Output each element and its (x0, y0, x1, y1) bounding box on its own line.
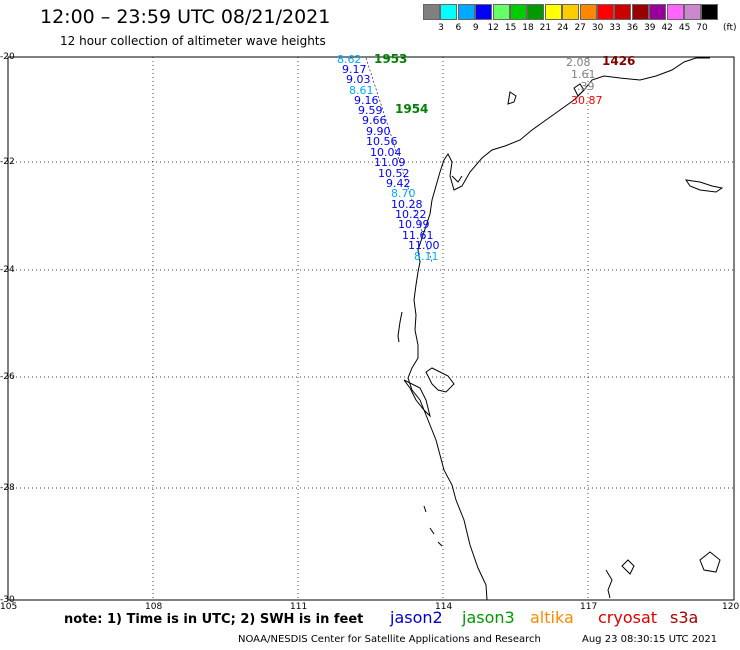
color-scale-label: 9 (472, 23, 479, 33)
wave-height-value: 9.17 (342, 63, 367, 76)
wave-height-value: 10.52 (378, 167, 410, 180)
color-scale-swatch (475, 4, 493, 20)
longitude-label: 117 (580, 602, 598, 612)
wave-height-value: 30.87 (571, 94, 603, 107)
wave-height-value: 9.42 (386, 177, 411, 190)
longitude-label: 108 (145, 602, 163, 612)
color-scale-swatch (579, 4, 597, 20)
wave-height-value: 9.03 (346, 73, 371, 86)
color-scale-label: 45 (678, 23, 691, 33)
wave-height-value: 9.59 (358, 104, 383, 117)
color-scale-swatch (684, 4, 701, 20)
color-scale-swatch (614, 4, 632, 20)
color-scale-swatch (423, 4, 440, 20)
color-scale-label: 18 (522, 23, 534, 33)
longitude-label: 105 (0, 602, 18, 612)
wave-height-value: 10.28 (391, 198, 423, 211)
satellite-legend-cryosat: cryosat (598, 608, 658, 627)
lat-lon-grid (8, 57, 734, 600)
latitude-label: -26 (0, 372, 15, 382)
wave-height-value: 10.22 (395, 208, 427, 221)
color-scale-swatch (562, 4, 580, 20)
wave-height-value: 11.61 (402, 229, 434, 242)
color-scale-label: 36 (626, 23, 639, 33)
pass-time-label: 1954 (395, 102, 429, 116)
color-scale-swatch (492, 4, 510, 20)
satellite-legend-altika: altika (530, 608, 574, 627)
wave-height-value: .39 (577, 80, 595, 93)
wave-height-value: 8.62 (337, 53, 362, 66)
pass-time-label: 1953 (374, 52, 408, 66)
satellite-legend-jason3: jason3 (462, 608, 515, 627)
latitude-label: -28 (0, 483, 15, 493)
wave-height-value: 10.04 (370, 146, 402, 159)
footer-credit: NOAA/NESDIS Center for Satellite Applica… (238, 634, 541, 645)
color-scale-swatch (457, 4, 475, 20)
color-scale-label: 30 (591, 23, 604, 33)
color-scale-swatch (649, 4, 667, 20)
wave-height-value: 8.61 (349, 84, 374, 97)
pass-time-label: 1426 (602, 54, 636, 68)
latitude-label: -20 (0, 52, 15, 62)
color-scale-swatch (440, 4, 458, 20)
color-scale-swatch (544, 4, 562, 20)
wave-height-value: 1.61 (571, 68, 596, 81)
color-scale-label: 39 (644, 23, 656, 33)
longitude-label: 111 (290, 602, 308, 612)
color-scale-swatch (510, 4, 527, 20)
color-scale-label: 24 (557, 23, 569, 33)
color-scale-label: 70 (696, 23, 708, 33)
color-scale-swatch (666, 4, 684, 20)
map-frame (7, 56, 735, 601)
wave-height-value: 10.56 (366, 135, 398, 148)
longitude-label: 114 (435, 602, 453, 612)
coastline (397, 57, 724, 601)
wave-height-value: 8.11 (414, 250, 439, 263)
color-scale-swatch (631, 4, 649, 20)
latitude-label: -30 (0, 595, 15, 605)
color-scale-unit: (ft) (723, 23, 737, 33)
color-scale-label: 21 (539, 23, 552, 33)
wave-height-value: 11.09 (374, 156, 406, 169)
wave-height-value: 9.66 (362, 114, 387, 127)
color-scale-label: 12 (487, 23, 499, 33)
wave-height-value: 9.90 (366, 125, 391, 138)
footer-timestamp: Aug 23 08:30:15 UTC 2021 (582, 634, 718, 645)
wave-height-value: 9.16 (354, 94, 379, 107)
longitude-label: 120 (722, 602, 740, 612)
color-scale-swatch (597, 4, 614, 20)
color-scale-swatch (527, 4, 545, 20)
wave-height-value: 2.08 (566, 56, 591, 69)
color-scale-label: 42 (661, 23, 673, 33)
color-scale-label: 3 (438, 23, 444, 33)
latitude-label: -22 (0, 157, 15, 167)
wave-height-value: 10.99 (398, 218, 430, 231)
color-scale-label: 27 (574, 23, 586, 33)
map-subtitle: 12 hour collection of altimeter wave hei… (60, 34, 326, 48)
color-scale-label: 15 (504, 23, 517, 33)
color-scale-swatch (701, 4, 719, 20)
color-scale-label: 6 (455, 23, 462, 33)
footer-note: note: 1) Time is in UTC; 2) SWH is in fe… (64, 612, 364, 627)
satellite-legend-jason2: jason2 (390, 608, 443, 627)
satellite-legend-s3a: s3a (670, 608, 699, 627)
map-title: 12:00 – 23:59 UTC 08/21/2021 (40, 6, 331, 28)
wave-height-value: 11.00 (408, 239, 440, 252)
color-scale-label: 33 (609, 23, 621, 33)
latitude-label: -24 (0, 265, 15, 275)
wave-height-value: 8.70 (391, 187, 416, 200)
